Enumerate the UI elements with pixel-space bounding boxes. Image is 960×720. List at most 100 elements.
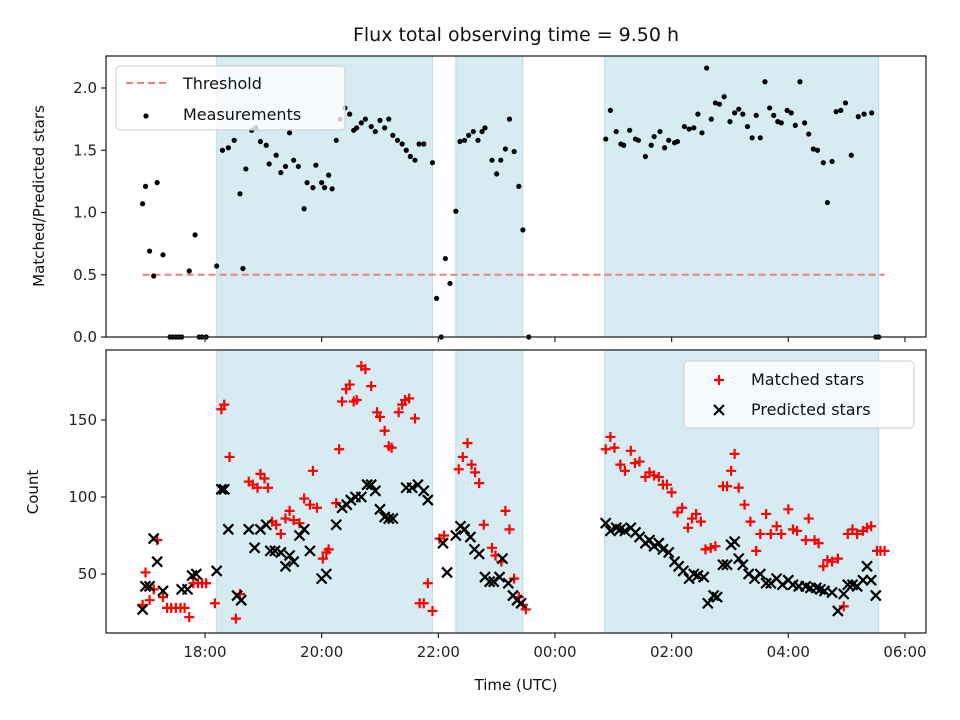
- measurement-point: [186, 268, 192, 274]
- measurement-point: [842, 100, 849, 106]
- measurement-point: [329, 186, 335, 192]
- measurement-point: [691, 125, 697, 131]
- predicted-star-point: [861, 560, 873, 573]
- matched-star-point: [288, 515, 299, 526]
- measurement-point: [607, 107, 613, 114]
- measurement-point: [778, 120, 784, 126]
- predicted-star-points: [136, 478, 882, 617]
- measurement-point: [160, 252, 166, 258]
- measurement-point: [829, 158, 835, 165]
- predicted-star-point: [604, 525, 617, 537]
- matched-star-point: [271, 519, 282, 530]
- predicted-star-point: [218, 483, 231, 496]
- measurement-point: [482, 125, 488, 131]
- matched-star-point: [337, 396, 348, 407]
- measurement-point: [372, 128, 378, 135]
- predicted-star-point: [139, 580, 152, 593]
- matched-star-point: [866, 521, 877, 532]
- top-y-ticks: 0.0 0.5 1.0 1.5 2.0: [73, 79, 106, 346]
- predicted-star-point: [493, 571, 506, 583]
- x-axis-label: Time (UTC): [474, 676, 558, 694]
- predicted-star-point: [136, 603, 149, 616]
- matched-star-point: [783, 504, 794, 515]
- matched-star-point: [179, 602, 190, 613]
- predicted-star-point: [473, 548, 485, 560]
- predicted-star-point: [826, 586, 838, 599]
- measurement-point: [377, 117, 383, 123]
- predicted-star-point: [653, 537, 665, 549]
- measurement-point: [695, 111, 701, 117]
- matched-star-point: [771, 521, 782, 532]
- measurement-point: [732, 110, 738, 116]
- predicted-star-point: [717, 558, 729, 571]
- measurement-point: [727, 119, 733, 125]
- measurement-point: [321, 185, 328, 191]
- measurement-point: [219, 147, 226, 153]
- measurement-point: [192, 232, 198, 238]
- predicted-star-point: [361, 478, 373, 491]
- matched-star-point: [404, 393, 415, 404]
- top-y-axis-label: Matched/Predicted stars: [30, 105, 48, 287]
- predicted-star-point: [502, 577, 515, 590]
- predicted-star-point: [870, 589, 882, 602]
- measurement-point: [146, 248, 153, 254]
- predicted-star-point: [865, 574, 877, 586]
- measurement-point: [516, 183, 522, 189]
- matched-star-point: [209, 598, 220, 609]
- measurement-point: [278, 170, 284, 176]
- matched-star-point: [765, 528, 776, 539]
- top-y-tick-label: 1.0: [73, 204, 97, 222]
- top-y-tick-label: 0.5: [73, 266, 97, 284]
- predicted-star-point: [369, 485, 382, 497]
- matched-star-point: [615, 459, 626, 470]
- bottom-x-tick-label: 02:00: [650, 643, 693, 661]
- bottom-y-tick-label: 50: [78, 565, 97, 583]
- predicted-star-point: [260, 518, 273, 531]
- measurement-point: [627, 127, 633, 133]
- matched-star-point: [509, 573, 520, 584]
- matched-star-point: [832, 553, 843, 564]
- matched-star-point: [776, 528, 787, 539]
- matched-star-point: [262, 482, 273, 493]
- predicted-star-point: [496, 552, 509, 565]
- measurement-point: [635, 137, 641, 143]
- measurement-point: [820, 160, 826, 166]
- measurement-point: [797, 79, 803, 85]
- matched-star-point: [800, 535, 811, 546]
- measurement-point: [313, 162, 319, 168]
- matched-star-point: [838, 601, 849, 612]
- matched-star-point: [474, 478, 485, 489]
- measurement-point: [749, 135, 755, 141]
- measurement-point: [319, 180, 325, 186]
- matched-star-point: [625, 445, 636, 456]
- measurement-point: [784, 107, 790, 114]
- bottom-legend-box: [683, 360, 915, 429]
- measurement-point: [243, 166, 249, 172]
- matched-star-point: [677, 502, 688, 513]
- top-axes-frame: [105, 55, 927, 338]
- matched-star-point: [275, 528, 286, 539]
- measurement-point: [390, 132, 396, 138]
- matched-star-point: [847, 524, 858, 535]
- matched-star-point: [422, 578, 433, 589]
- matched-star-point: [733, 482, 744, 493]
- measurement-point: [237, 191, 243, 197]
- measurement-point: [442, 255, 448, 262]
- matched-star-point: [259, 473, 270, 484]
- measurement-point: [347, 111, 353, 117]
- matched-star-point: [879, 545, 890, 556]
- measurement-point: [506, 116, 513, 122]
- measurement-point: [767, 105, 773, 111]
- measurement-point: [771, 112, 777, 118]
- predicted-star-point: [417, 485, 430, 497]
- measurement-point: [736, 106, 742, 112]
- measurement-point: [648, 142, 654, 148]
- measurement-point: [744, 123, 751, 130]
- bottom-y-tick-label: 150: [68, 411, 97, 429]
- predicted-star-point: [464, 531, 477, 543]
- matched-star-point: [478, 519, 489, 530]
- measurement-point: [470, 128, 476, 135]
- predicted-star-point: [737, 558, 749, 571]
- measurement-point: [291, 157, 297, 163]
- predicted-star-point: [181, 583, 194, 596]
